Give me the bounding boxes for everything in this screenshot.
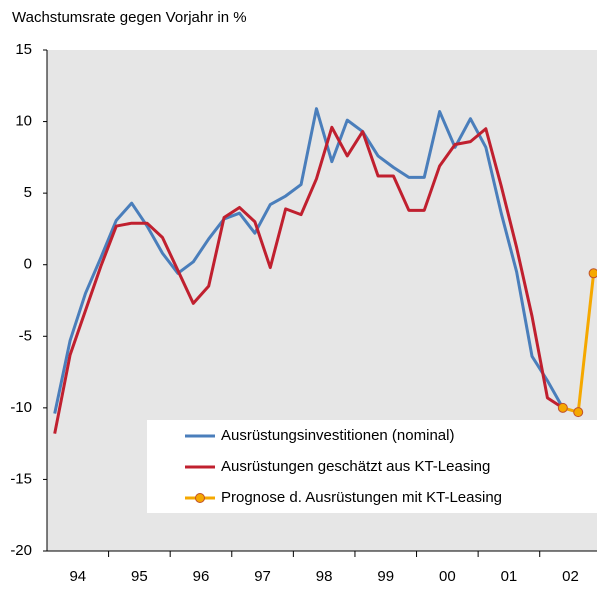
y-tick-label: 15 — [15, 41, 32, 58]
x-tick-label: 00 — [439, 568, 456, 585]
x-tick-label: 98 — [316, 568, 333, 585]
legend-label: Ausrüstungen geschätzt aus KT-Leasing — [221, 458, 490, 475]
y-tick-label: -10 — [10, 399, 32, 416]
x-tick-label: 99 — [377, 568, 394, 585]
chart-title: Wachstumsrate gegen Vorjahr in % — [12, 9, 247, 26]
x-tick-label: 94 — [69, 568, 86, 585]
series-marker — [573, 407, 584, 418]
x-tick-label: 96 — [193, 568, 210, 585]
y-tick-label: -20 — [10, 542, 32, 559]
x-tick-label: 95 — [131, 568, 148, 585]
x-tick-label: 01 — [501, 568, 518, 585]
y-tick-label: 0 — [24, 256, 32, 273]
legend-marker — [195, 493, 205, 503]
legend-label: Ausrüstungsinvestitionen (nominal) — [221, 427, 454, 444]
x-tick-label: 02 — [562, 568, 579, 585]
series-marker — [557, 402, 568, 413]
y-tick-label: 10 — [15, 113, 32, 130]
y-tick-label: -5 — [19, 327, 32, 344]
legend — [147, 420, 597, 513]
y-tick-label: -15 — [10, 470, 32, 487]
x-tick-label: 97 — [254, 568, 271, 585]
series-marker — [588, 268, 597, 279]
series-line — [53, 125, 564, 434]
y-tick-label: 5 — [24, 184, 32, 201]
series-line — [53, 107, 565, 414]
legend-label: Prognose d. Ausrüstungen mit KT-Leasing — [221, 489, 502, 506]
